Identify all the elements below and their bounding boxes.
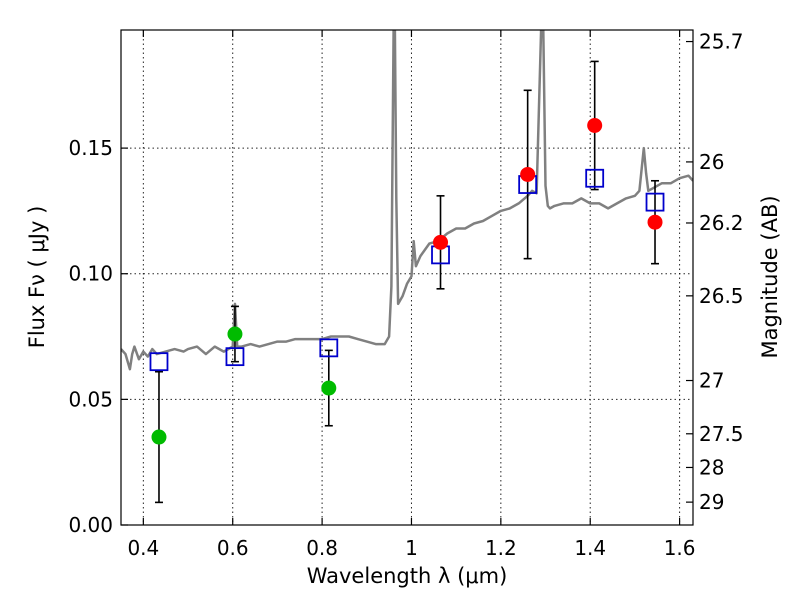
right-tick-label: 26.5 xyxy=(699,284,744,308)
observed-flux-point xyxy=(433,234,449,250)
grid xyxy=(121,30,693,525)
y-tick-label: 0.00 xyxy=(68,513,113,537)
right-tick-label: 27 xyxy=(699,369,724,393)
x-tick-label: 1 xyxy=(405,536,418,560)
axis-ticks xyxy=(121,30,693,526)
observed-flux-point xyxy=(520,166,536,182)
x-tick-label: 0.8 xyxy=(306,536,338,560)
plot-frame xyxy=(120,29,694,526)
observed-flux-point xyxy=(321,380,337,396)
x-tick-label: 1.6 xyxy=(664,536,696,560)
observed-flux-point xyxy=(647,214,663,230)
model-flux-square xyxy=(585,168,605,188)
right-tick-label: 25.7 xyxy=(699,30,744,54)
template-spectrum-layer xyxy=(121,30,693,371)
x-tick-label: 0.6 xyxy=(217,536,249,560)
y-axis-label: Flux Fν ( μJy ) xyxy=(25,206,49,349)
model-flux-square xyxy=(319,338,339,358)
y-tick-label: 0.10 xyxy=(68,262,113,286)
y-tick-label: 0.05 xyxy=(68,387,113,411)
x-tick-label: 1.2 xyxy=(485,536,517,560)
marker-layer xyxy=(149,117,665,445)
right-tick-label: 26 xyxy=(699,150,724,174)
template-spectrum-line xyxy=(121,30,693,371)
x-tick-label: 0.4 xyxy=(127,536,159,560)
tick-labels: 0.4 0.6 0.8 1 1.2 1.4 1.6 0.00 0.05 0.10 0.15 25.7 2… xyxy=(68,30,743,560)
observed-flux-point xyxy=(587,117,603,133)
x-tick-label: 1.4 xyxy=(574,536,606,560)
right-axis-label: Magnitude (AB) xyxy=(758,195,782,358)
x-axis-label: Wavelength λ (μm) xyxy=(307,564,508,588)
model-flux-square xyxy=(645,192,665,212)
model-flux-square xyxy=(149,352,169,372)
right-tick-label: 29 xyxy=(699,490,724,514)
right-tick-label: 26.2 xyxy=(699,211,744,235)
observed-flux-point xyxy=(227,326,243,342)
y-tick-label: 0.15 xyxy=(68,136,113,160)
model-flux-square xyxy=(225,347,245,367)
observed-flux-point xyxy=(151,429,167,445)
right-tick-label: 28 xyxy=(699,455,724,479)
right-tick-label: 27.5 xyxy=(699,422,744,446)
